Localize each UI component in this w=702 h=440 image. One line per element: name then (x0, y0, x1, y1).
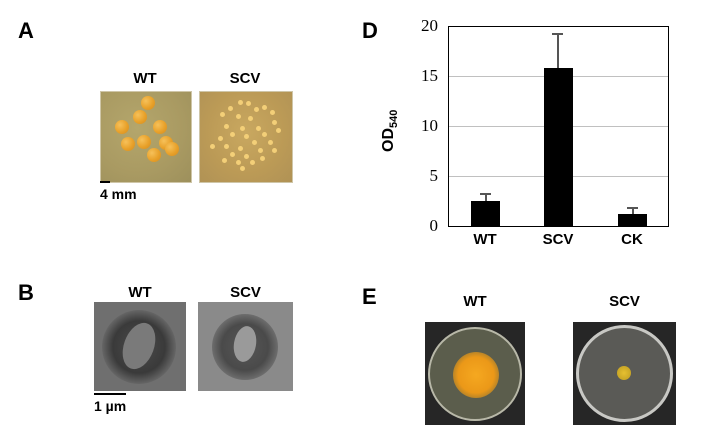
panel-a-scale-label: 4 mm (100, 186, 137, 202)
error-bar-wt (485, 193, 487, 203)
panel-a-letter: A (18, 18, 34, 43)
y-label-main: OD (380, 128, 397, 152)
panel-a-label-scv: SCV (229, 70, 261, 87)
y-tick-15: 15 (421, 66, 438, 85)
chart-plot-area (448, 26, 669, 227)
panel-a-scv-plate-image (199, 91, 293, 183)
panel-b-wt-micrograph (94, 302, 186, 391)
panel-e-scv-dish-image (573, 322, 676, 425)
panel-e-label-wt: WT (463, 293, 487, 310)
x-category-wt: WT (473, 231, 497, 248)
panel-a-wt-plate-image (100, 91, 192, 183)
colony (147, 148, 161, 162)
error-bar-ck (632, 207, 634, 215)
bar-ck (618, 214, 647, 227)
panel-e-label-scv: SCV (609, 293, 640, 310)
colony (141, 96, 155, 110)
y-label-subscript: 540 (388, 109, 401, 128)
y-tick-10: 10 (421, 116, 438, 135)
colony (121, 137, 135, 151)
panel-a-label-wt: WT (133, 70, 157, 87)
colony (165, 142, 179, 156)
bar-wt (471, 201, 500, 227)
y-tick-0: 0 (429, 216, 439, 235)
error-bar-scv (557, 33, 559, 71)
panel-e-wt-dish-image (425, 322, 525, 425)
colony (133, 110, 147, 124)
chart-y-axis-label: OD540 (380, 110, 400, 152)
colony (115, 120, 129, 134)
panel-a-scale-bar (100, 181, 110, 183)
panel-b-label-wt: WT (128, 284, 152, 301)
panel-b-label-scv: SCV (230, 284, 261, 301)
panel-b-scale-label: 1 µm (94, 398, 127, 414)
colony (153, 120, 167, 134)
bar-scv (544, 68, 573, 227)
panel-e-letter: E (362, 284, 377, 309)
colony (137, 135, 151, 149)
x-category-scv: SCV (542, 231, 574, 248)
panel-d-letter: D (362, 18, 378, 43)
y-tick-5: 5 (429, 166, 439, 185)
panel-b-scv-micrograph (198, 302, 293, 391)
panel-b-scale-bar (94, 393, 126, 395)
y-tick-20: 20 (421, 16, 438, 35)
panel-b-letter: B (18, 280, 34, 305)
x-category-ck: CK (621, 231, 643, 248)
